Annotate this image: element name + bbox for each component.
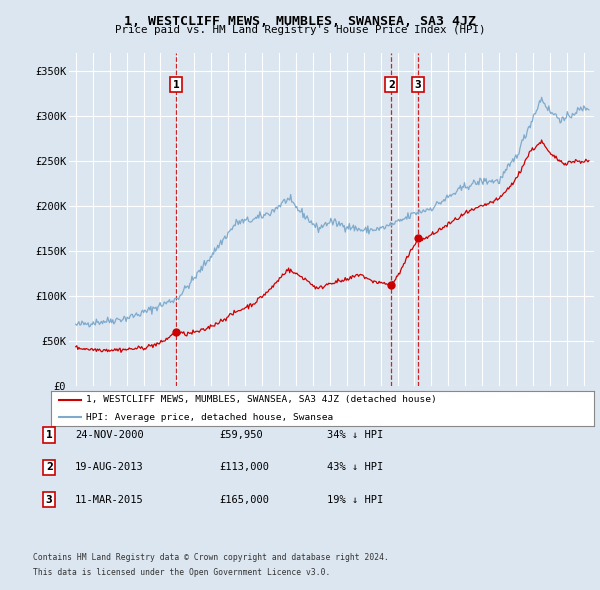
Text: £113,000: £113,000 [219, 463, 269, 472]
Text: 24-NOV-2000: 24-NOV-2000 [75, 430, 144, 440]
Text: 34% ↓ HPI: 34% ↓ HPI [327, 430, 383, 440]
Text: This data is licensed under the Open Government Licence v3.0.: This data is licensed under the Open Gov… [33, 568, 331, 577]
Text: 2: 2 [388, 80, 395, 90]
Text: 1: 1 [46, 430, 53, 440]
Text: £165,000: £165,000 [219, 495, 269, 504]
Text: 3: 3 [415, 80, 421, 90]
Text: 1: 1 [173, 80, 179, 90]
Text: £59,950: £59,950 [219, 430, 263, 440]
Text: 11-MAR-2015: 11-MAR-2015 [75, 495, 144, 504]
Text: Contains HM Land Registry data © Crown copyright and database right 2024.: Contains HM Land Registry data © Crown c… [33, 553, 389, 562]
Text: 19% ↓ HPI: 19% ↓ HPI [327, 495, 383, 504]
Text: 43% ↓ HPI: 43% ↓ HPI [327, 463, 383, 472]
Text: 1, WESTCLIFF MEWS, MUMBLES, SWANSEA, SA3 4JZ (detached house): 1, WESTCLIFF MEWS, MUMBLES, SWANSEA, SA3… [86, 395, 437, 404]
Text: Price paid vs. HM Land Registry's House Price Index (HPI): Price paid vs. HM Land Registry's House … [115, 25, 485, 35]
Text: 2: 2 [46, 463, 53, 472]
Text: HPI: Average price, detached house, Swansea: HPI: Average price, detached house, Swan… [86, 413, 334, 422]
Text: 1, WESTCLIFF MEWS, MUMBLES, SWANSEA, SA3 4JZ: 1, WESTCLIFF MEWS, MUMBLES, SWANSEA, SA3… [124, 15, 476, 28]
Text: 3: 3 [46, 495, 53, 504]
Text: 19-AUG-2013: 19-AUG-2013 [75, 463, 144, 472]
